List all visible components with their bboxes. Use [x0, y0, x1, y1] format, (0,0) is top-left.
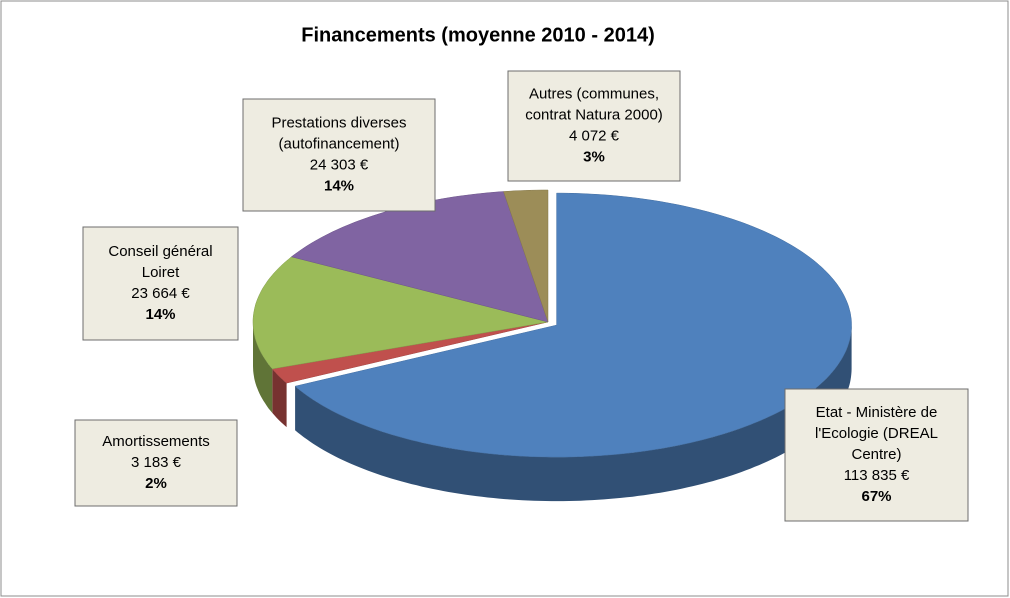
slice	[252, 256, 549, 370]
percent-label: 67%	[861, 488, 891, 505]
slice-side	[272, 368, 287, 428]
category-label: Prestations diverses	[271, 114, 406, 131]
category-label: contrat Natura 2000)	[525, 106, 663, 123]
slice-side	[295, 325, 852, 502]
label-box	[82, 226, 239, 341]
category-label: Conseil général	[108, 243, 212, 260]
label-box	[74, 419, 238, 507]
category-label: Etat - Ministère de	[816, 404, 938, 421]
slice	[503, 189, 549, 323]
category-label: Centre)	[851, 446, 901, 463]
value-label: 3 183 €	[131, 454, 182, 471]
value-label: 4 072 €	[569, 127, 620, 144]
percent-label: 3%	[583, 148, 605, 165]
label-box	[784, 388, 969, 522]
label-box	[507, 70, 681, 182]
percent-label: 2%	[145, 475, 167, 492]
category-label: Loiret	[142, 264, 180, 281]
value-label: 23 664 €	[131, 285, 190, 302]
slice	[271, 321, 549, 384]
slice-side	[253, 322, 273, 413]
label-box	[242, 98, 436, 212]
chart-title: Financements (moyenne 2010 - 2014)	[301, 24, 654, 46]
percent-label: 14%	[145, 306, 175, 323]
category-label: Autres (communes,	[529, 85, 659, 102]
category-label: l'Ecologie (DREAL	[815, 425, 938, 442]
category-label: (autofinancement)	[279, 135, 400, 152]
slice	[290, 191, 549, 323]
value-label: 113 835 €	[844, 467, 910, 484]
category-label: Amortissements	[102, 433, 210, 450]
value-label: 24 303 €	[310, 156, 369, 173]
percent-label: 14%	[324, 177, 354, 194]
pie	[252, 189, 852, 502]
